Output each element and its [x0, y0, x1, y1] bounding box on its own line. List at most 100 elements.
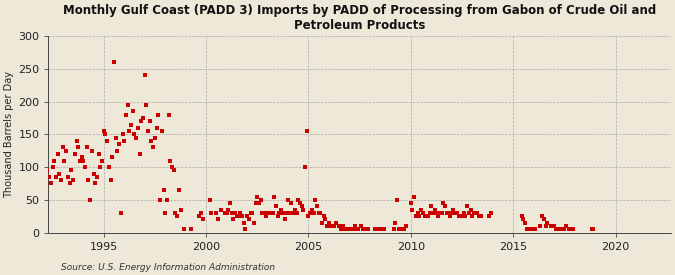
Point [317, 221, 327, 225]
Point [351, 227, 362, 232]
Point [410, 214, 421, 218]
Point [103, 165, 114, 169]
Point [426, 204, 437, 208]
Point [161, 198, 172, 202]
Point [86, 148, 97, 153]
Point [157, 129, 167, 133]
Point [313, 211, 324, 215]
Point [298, 207, 308, 212]
Point [564, 227, 575, 232]
Point [213, 217, 223, 222]
Point [233, 214, 244, 218]
Point [539, 217, 549, 222]
Point [63, 175, 74, 179]
Point [399, 227, 410, 232]
Point [221, 211, 232, 215]
Point [552, 227, 563, 232]
Point [377, 227, 387, 232]
Point [394, 227, 404, 232]
Point [315, 211, 326, 215]
Point [390, 221, 401, 225]
Point [286, 201, 297, 205]
Point [197, 217, 208, 222]
Point [348, 227, 358, 232]
Point [243, 217, 254, 222]
Point [78, 158, 88, 163]
Point [205, 198, 215, 202]
Point [327, 224, 338, 228]
Point [549, 224, 560, 228]
Point [66, 168, 77, 172]
Point [306, 207, 317, 212]
Point [474, 214, 485, 218]
Point [76, 155, 87, 160]
Point [320, 217, 331, 222]
Point [409, 194, 420, 199]
Point [561, 224, 572, 228]
Point [232, 214, 242, 218]
Point [52, 152, 63, 156]
Point [186, 227, 196, 232]
Point [80, 165, 90, 169]
Point [465, 207, 476, 212]
Point [73, 145, 84, 150]
Point [446, 211, 457, 215]
Point [44, 175, 55, 179]
Point [230, 211, 240, 215]
Point [566, 227, 576, 232]
Point [248, 221, 259, 225]
Point [92, 175, 103, 179]
Point [586, 227, 597, 232]
Point [150, 135, 161, 140]
Point [312, 204, 323, 208]
Point [47, 165, 58, 169]
Point [296, 204, 307, 208]
Point [356, 224, 367, 228]
Point [556, 227, 566, 232]
Point [255, 198, 266, 202]
Point [196, 211, 207, 215]
Point [319, 214, 329, 218]
Point [160, 211, 171, 215]
Point [352, 227, 363, 232]
Point [535, 224, 546, 228]
Point [113, 142, 124, 146]
Point [425, 211, 435, 215]
Point [179, 227, 190, 232]
Point [522, 227, 533, 232]
Point [453, 214, 464, 218]
Point [486, 211, 497, 215]
Point [294, 201, 305, 205]
Point [375, 227, 385, 232]
Point [378, 227, 389, 232]
Point [414, 214, 425, 218]
Point [83, 178, 94, 182]
Point [588, 227, 599, 232]
Point [119, 139, 130, 143]
Point [40, 178, 51, 182]
Point [468, 211, 479, 215]
Point [240, 227, 251, 232]
Point [238, 221, 249, 225]
Point [51, 175, 61, 179]
Point [448, 207, 459, 212]
Point [97, 158, 107, 163]
Point [273, 214, 284, 218]
Point [325, 224, 336, 228]
Point [49, 158, 59, 163]
Point [158, 188, 169, 192]
Point [88, 171, 99, 176]
Point [247, 211, 258, 215]
Point [346, 227, 356, 232]
Point [254, 201, 265, 205]
Point [141, 103, 152, 107]
Point [431, 211, 442, 215]
Point [262, 211, 273, 215]
Point [472, 211, 483, 215]
Point [129, 132, 140, 136]
Point [82, 145, 92, 150]
Point [429, 207, 440, 212]
Point [443, 211, 454, 215]
Point [438, 201, 449, 205]
Text: Source: U.S. Energy Information Administration: Source: U.S. Energy Information Administ… [61, 263, 275, 272]
